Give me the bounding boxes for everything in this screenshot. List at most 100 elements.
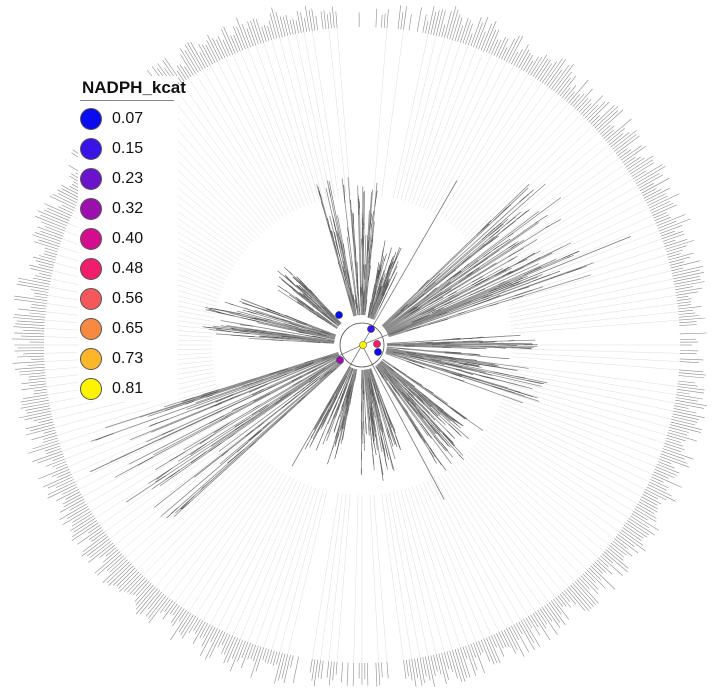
tree-twig [440,409,456,423]
leaf-tick [346,662,349,686]
leaf-tick [23,394,48,399]
leader-line [336,27,351,196]
tree-branch [382,196,526,327]
leaf-tick [34,389,48,392]
tree-twig [348,380,354,399]
tree-twig [354,299,359,315]
leaf-tick [598,109,624,133]
tree-branch [387,275,528,335]
legend-label: 0.65 [112,320,144,337]
tree-twig [419,341,434,344]
leader-line [491,185,638,271]
leaf-tick [615,536,639,554]
tree-twig [370,303,375,315]
leader-line [161,97,268,229]
leaf-tick [255,19,264,43]
tree-branch [146,354,340,443]
tree-branch [387,256,570,335]
leaf-tick [176,70,185,82]
tree-twig [331,230,336,246]
leaf-tick [105,547,117,557]
tree-twig [458,272,474,283]
tree-branch [322,368,354,445]
leaf-tick [462,20,471,44]
tree-twig [306,305,314,311]
leaf-tick [596,559,613,575]
leaf-tick [21,386,47,391]
tree-twig [298,278,308,288]
tree-twig [430,410,446,425]
leader-line [467,450,588,571]
long-branch [89,344,363,473]
tree-twig [295,328,306,332]
tree-twig [312,335,327,340]
leaf-tick [438,10,446,37]
tree-twig [566,267,583,274]
leaf-tick [548,69,563,88]
tree-twig [516,209,530,220]
tree-twig [489,303,499,307]
leaf-tick [677,386,705,391]
tree-twig [334,245,338,255]
leader-line [485,429,625,526]
leaf-tick [669,427,689,433]
leaf-tick [132,579,148,596]
leaf-tick [620,145,642,161]
leaf-tick [473,22,483,48]
leader-line [195,472,284,617]
leader-line [510,368,677,395]
tree-twig [386,429,390,438]
tree-twig [355,295,358,309]
leaf-tick [470,16,482,47]
leaf-tick [31,358,45,360]
tree-twig [377,366,388,381]
legend-swatch [80,288,102,310]
tree-twig [228,433,236,439]
legend-swatch [80,108,102,130]
leader-line [511,348,680,354]
leaf-tick [82,533,107,552]
legend-swatch [80,198,102,220]
leaf-tick [670,421,702,430]
tree-twig [221,309,241,315]
tree-twig [361,238,363,251]
leaf-tick [559,75,577,97]
tree-twig [486,294,501,301]
leaf-tick [620,529,644,546]
leaf-tick [678,369,703,373]
leaf-tick [586,101,606,121]
leaf-tick [631,162,654,177]
tree-twig [343,278,346,285]
leaf-tick [658,458,672,464]
tree-twig [338,233,344,252]
leader-line [480,151,615,254]
tree-twig [181,502,190,510]
leaf-tick [660,453,688,464]
legend-item: 0.56 [80,288,176,312]
leaf-tick [427,6,435,34]
tree-twig [406,360,423,368]
tree-twig [427,399,443,412]
leaf-tick [677,380,696,384]
leaf-tick [676,295,689,299]
tree-twig [268,315,280,320]
tree-twig [305,376,320,387]
leaf-tick [88,524,101,534]
legend-title: NADPH_kcat [82,78,186,97]
leaf-tick [651,202,674,214]
leaf-tick [209,630,223,658]
leaf-tick [148,597,169,624]
leaf-tick [660,230,675,237]
leaf-tick [635,506,657,519]
leaf-tick [564,85,577,100]
leaf-tick [561,591,571,602]
tree-twig [467,353,481,356]
tree-twig [427,291,443,302]
leaf-tick [35,260,55,266]
leader-line [86,419,233,505]
tree-twig [380,437,384,450]
leader-line [385,493,412,660]
leaf-tick [311,8,316,31]
leaf-tick [221,634,231,654]
tree-twig [208,308,227,315]
